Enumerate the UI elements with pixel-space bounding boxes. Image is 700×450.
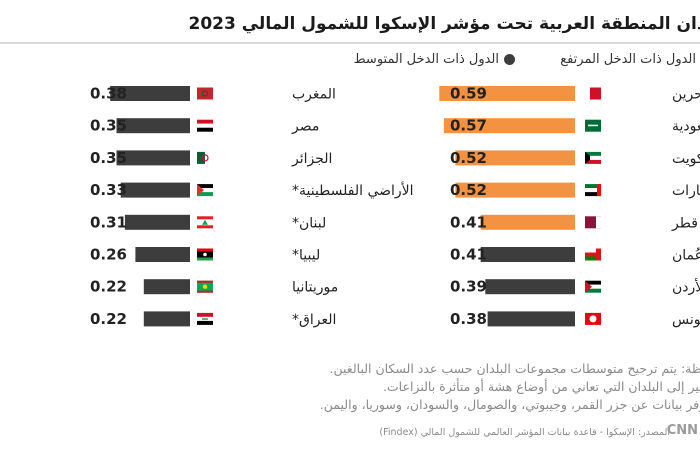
- value-label: 0.52: [450, 149, 487, 167]
- category-label: لبنان*: [292, 215, 326, 231]
- bar: [120, 182, 190, 198]
- category-label: مصر: [291, 119, 319, 135]
- category-label: قطر: [671, 215, 698, 231]
- value-label: 0.39: [450, 278, 487, 296]
- value-label: 0.59: [450, 85, 487, 103]
- value-label: 0.22: [90, 310, 127, 328]
- legend-mid-label: الدول ذات الدخل المتوسط: [353, 52, 499, 67]
- bar-row: 0.22 موريتانيا: [90, 278, 338, 296]
- category-label: الأراضي الفلسطينية*: [292, 181, 414, 199]
- value-label: 0.41: [450, 246, 487, 264]
- bahrain-flag-icon: [585, 87, 601, 100]
- category-label: الأردن: [672, 278, 700, 296]
- note-line-1: ملاحظة: يتم ترجيح متوسطات مجموعات البلدا…: [329, 361, 700, 376]
- bar: [143, 279, 190, 295]
- value-label: 0.35: [90, 117, 127, 135]
- category-label: الجزائر: [291, 151, 332, 167]
- category-label: العراق*: [292, 312, 336, 328]
- bar: [124, 214, 190, 230]
- value-label: 0.38: [90, 85, 127, 103]
- title-divider: [0, 42, 700, 44]
- bar: [143, 311, 190, 327]
- chart-title: بلدان المنطقة العربية تحت مؤشر الإسكوا ل…: [188, 14, 700, 34]
- bar: [135, 247, 190, 262]
- legend-high-label: الدول ذات الدخل المرتفع: [560, 52, 696, 67]
- algeria-flag-icon: [197, 151, 213, 164]
- category-label: الإمارات: [672, 183, 700, 199]
- bar: [110, 86, 190, 101]
- bar-row: 0.38 المغرب: [90, 85, 336, 103]
- category-label: سلطنة عُمان: [672, 248, 700, 264]
- mauritania-flag-icon: [197, 280, 213, 293]
- jordan-flag-icon: [585, 280, 601, 293]
- category-label: الكويت: [672, 151, 700, 167]
- morocco-flag-icon: [197, 87, 213, 100]
- bar: [487, 311, 575, 327]
- category-label: السعودية: [672, 119, 700, 135]
- bar: [455, 182, 575, 198]
- oman-flag-icon: [585, 248, 601, 261]
- bar: [485, 279, 575, 295]
- bar-row: 0.33 الأراضي الفلسطينية*: [90, 181, 414, 199]
- qatar-flag-icon: [585, 216, 601, 229]
- bar-row: 0.22 العراق*: [90, 310, 336, 328]
- category-label: موريتانيا: [292, 280, 338, 296]
- source-text: المصدر: الإسكوا - قاعدة بيانات المؤشر ال…: [379, 427, 670, 438]
- bar-row: 0.31 لبنان*: [90, 213, 326, 231]
- bar: [480, 247, 575, 262]
- note-line-2: * تشير إلى البلدان التي تعاني من أوضاع ه…: [382, 379, 700, 394]
- cnn-logo: CNN: [666, 423, 698, 438]
- category-label: تونس: [672, 312, 700, 328]
- tunisia-flag-icon: [585, 312, 601, 325]
- bar: [439, 86, 575, 101]
- bar-row: 0.52 الإمارات: [450, 181, 700, 199]
- libya-flag-icon: [197, 248, 213, 261]
- bar-row: 0.52 الكويت: [450, 149, 700, 167]
- bar-row: 0.59 البحرين: [439, 85, 700, 103]
- legend-high-income: الدول ذات الدخل المرتفع: [560, 52, 700, 67]
- bar-row: 0.35 مصر: [90, 117, 319, 135]
- value-label: 0.52: [450, 181, 487, 199]
- panel-0: 0.59 البحرين 0.57 السعودية 0.52 الكويت 0.52 الإ…: [439, 85, 700, 328]
- category-label: المغرب: [292, 87, 336, 103]
- iraq-flag-icon: [197, 312, 213, 325]
- bar-row: 0.38 تونس: [450, 310, 700, 328]
- egypt-flag-icon: [197, 119, 213, 132]
- value-label: 0.41: [450, 213, 487, 231]
- bar: [455, 150, 575, 166]
- value-label: 0.31: [90, 213, 127, 231]
- legend-mid-income: الدول ذات الدخل المتوسط: [354, 52, 515, 67]
- category-label: البحرين: [672, 87, 700, 103]
- palestine-flag-icon: [197, 184, 213, 197]
- bar-row: 0.39 الأردن: [450, 278, 700, 296]
- lebanon-flag-icon: [197, 216, 213, 229]
- uae-flag-icon: [585, 184, 601, 197]
- panel-1: 0.38 المغرب 0.35 مصر 0.35 الجزائر 0.33 الأراضي …: [90, 85, 414, 328]
- value-label: 0.26: [90, 246, 127, 264]
- bar-row: 0.57 السعودية: [443, 117, 700, 135]
- note-line-3: لا تتوفر بيانات عن جزر القمر، وجيبوتي، و…: [319, 397, 700, 412]
- bar-row: 0.41 سلطنة عُمان: [450, 246, 700, 264]
- bar: [443, 118, 575, 134]
- bar-row: 0.41 قطر: [450, 213, 698, 231]
- category-label: ليبيا*: [292, 248, 320, 264]
- value-label: 0.33: [90, 181, 127, 199]
- bar-row: 0.26 ليبيا*: [90, 246, 320, 264]
- bar: [116, 118, 190, 134]
- bar: [116, 150, 190, 166]
- kuwait-flag-icon: [585, 151, 601, 164]
- bar-row: 0.35 الجزائر: [90, 149, 332, 167]
- bar: [480, 214, 575, 230]
- legend-mid-swatch: [504, 54, 515, 65]
- value-label: 0.38: [450, 310, 487, 328]
- value-label: 0.35: [90, 149, 127, 167]
- value-label: 0.57: [450, 117, 487, 135]
- saudi-flag-icon: [585, 119, 601, 132]
- bar-chart: 0.59 البحرين 0.57 السعودية 0.52 الكويت 0.52 الإ…: [90, 85, 700, 328]
- value-label: 0.22: [90, 278, 127, 296]
